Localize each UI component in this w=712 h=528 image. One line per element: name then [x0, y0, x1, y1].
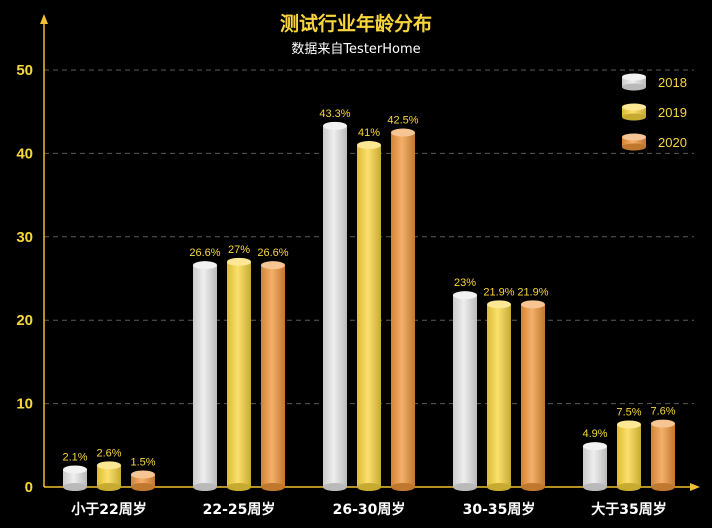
data-label: 21.9% [483, 286, 514, 298]
category-labels: 小于22周岁 22-25周岁 26-30周岁 30-35周岁 大于35周岁 [71, 501, 666, 518]
chart-subtitle: 数据来自TesterHome [291, 42, 420, 57]
bar [97, 461, 121, 491]
bar [261, 261, 285, 491]
data-label: 42.5% [387, 115, 418, 127]
bar [617, 420, 641, 491]
legend-item: 2018 [622, 73, 687, 91]
y-tick-label: 50 [16, 62, 33, 79]
y-tick-labels: 0 10 20 30 40 50 [16, 62, 33, 496]
svg-text:2018: 2018 [658, 75, 687, 90]
data-label: 26.6% [257, 247, 288, 259]
data-label: 43.3% [319, 108, 350, 120]
y-tick-label: 20 [16, 312, 33, 329]
data-label: 7.6% [650, 406, 675, 418]
svg-text:2020: 2020 [658, 135, 687, 150]
bar [521, 300, 545, 491]
bar [651, 419, 675, 491]
y-tick-label: 0 [25, 479, 33, 496]
bar [131, 470, 155, 491]
bar [323, 121, 347, 491]
bar [357, 141, 381, 491]
y-tick-label: 40 [16, 145, 33, 162]
bar [63, 465, 87, 491]
bars [63, 121, 675, 491]
data-label: 2.1% [62, 451, 87, 463]
svg-text:2019: 2019 [658, 105, 687, 120]
data-labels: 2.1% 2.6% 1.5% 26.6% 27% 26.6% 43.3% 41% 42.5% 23… [62, 108, 675, 469]
bar [583, 442, 607, 491]
legend-item: 2020 [622, 133, 687, 151]
data-label: 4.9% [582, 428, 607, 440]
data-label: 21.9% [517, 286, 548, 298]
chart-title: 测试行业年龄分布 [280, 12, 432, 35]
category-label: 22-25周岁 [203, 501, 276, 518]
y-tick-label: 30 [16, 229, 33, 246]
data-label: 1.5% [130, 456, 155, 468]
bar [453, 291, 477, 491]
category-label: 30-35周岁 [463, 501, 536, 518]
data-label: 27% [228, 244, 250, 256]
data-label: 7.5% [616, 406, 641, 418]
data-label: 26.6% [189, 247, 220, 259]
bar [391, 128, 415, 491]
y-axis-arrow [40, 14, 48, 24]
legend: 2018 2019 2020 [622, 73, 687, 151]
data-label: 41% [358, 127, 380, 139]
category-label: 大于35周岁 [591, 501, 666, 518]
y-tick-label: 10 [16, 396, 33, 413]
data-label: 2.6% [96, 447, 121, 459]
x-axis-arrow [690, 483, 700, 491]
category-label: 26-30周岁 [333, 501, 406, 518]
bar [193, 261, 217, 491]
data-label: 23% [454, 277, 476, 289]
bar [487, 300, 511, 491]
bar [227, 257, 251, 491]
legend-item: 2019 [622, 103, 687, 121]
category-label: 小于22周岁 [71, 501, 146, 518]
